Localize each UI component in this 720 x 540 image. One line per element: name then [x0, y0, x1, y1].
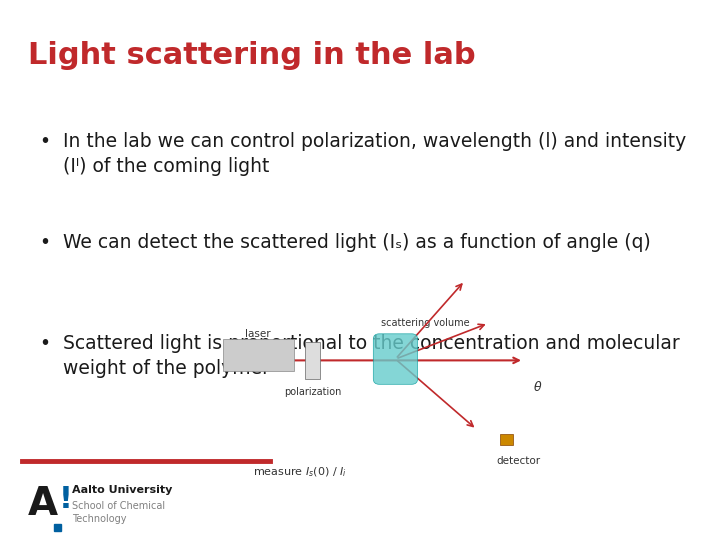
- Text: !: !: [59, 485, 73, 514]
- Bar: [55, 524, 61, 530]
- FancyBboxPatch shape: [373, 334, 418, 384]
- Bar: [305, 342, 320, 379]
- Text: scattering volume: scattering volume: [381, 319, 469, 328]
- Text: Light scattering in the lab: Light scattering in the lab: [28, 42, 475, 70]
- Text: laser: laser: [246, 329, 271, 339]
- Text: Scattered light is proportional to the concentration and molecular
weight of the: Scattered light is proportional to the c…: [63, 334, 680, 378]
- Text: •: •: [40, 334, 50, 353]
- FancyBboxPatch shape: [222, 339, 294, 371]
- Bar: [500, 434, 513, 445]
- Text: Aalto University: Aalto University: [72, 485, 173, 495]
- Text: In the lab we can control polarization, wavelength (l) and intensity
(Iᴵ) of the: In the lab we can control polarization, …: [63, 132, 686, 176]
- Text: measure $I_s(0)$ / $I_i$: measure $I_s(0)$ / $I_i$: [253, 465, 346, 479]
- Text: •: •: [40, 233, 50, 252]
- Text: School of Chemical
Technology: School of Chemical Technology: [72, 501, 165, 524]
- Text: polarization: polarization: [284, 387, 341, 397]
- Text: $\theta$: $\theta$: [533, 380, 542, 394]
- Text: detector: detector: [496, 456, 540, 466]
- Text: We can detect the scattered light (Iₛ) as a function of angle (q): We can detect the scattered light (Iₛ) a…: [63, 233, 651, 252]
- Text: •: •: [40, 132, 50, 151]
- Text: A: A: [28, 485, 58, 523]
